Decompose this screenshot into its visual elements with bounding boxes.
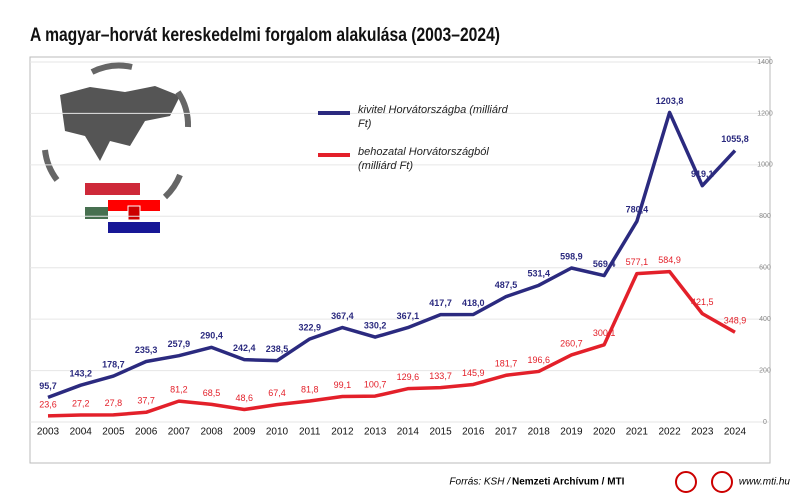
- data-label: 417,7: [429, 298, 452, 308]
- source-bold: Nemzeti Archívum / MTI: [512, 477, 625, 488]
- x-tick-label: 2013: [364, 427, 387, 438]
- data-label: 780,4: [626, 205, 649, 215]
- x-tick-label: 2003: [37, 427, 60, 438]
- data-label: 23,6: [39, 399, 57, 409]
- x-tick-label: 2014: [397, 427, 420, 438]
- data-label: 348,9: [724, 316, 747, 326]
- x-tick-label: 2019: [560, 427, 583, 438]
- y-tick-label: 0: [763, 419, 767, 426]
- x-tick-label: 2007: [168, 427, 191, 438]
- data-label: 178,7: [102, 359, 125, 369]
- x-tick-label: 2012: [331, 427, 354, 438]
- data-label: 238,5: [266, 344, 289, 354]
- source: Forrás: KSH /: [449, 477, 511, 488]
- data-label: 598,9: [560, 251, 583, 261]
- x-tick-label: 2005: [102, 427, 125, 438]
- x-tick-label: 2023: [691, 427, 714, 438]
- frame: [29, 56, 771, 464]
- y-tick-label: 1000: [757, 162, 773, 169]
- data-label: 290,4: [200, 331, 223, 341]
- x-tick-label: 2010: [266, 427, 289, 438]
- data-label: 577,1: [626, 257, 649, 267]
- x-tick-label: 2015: [429, 427, 452, 438]
- data-label: 569,4: [593, 259, 616, 269]
- x-tick-label: 2016: [462, 427, 485, 438]
- logo: [675, 471, 697, 493]
- y-tick-label: 800: [759, 213, 771, 220]
- data-label: 531,4: [527, 269, 550, 279]
- data-label: 81,8: [301, 384, 319, 394]
- x-tick-label: 2020: [593, 427, 616, 438]
- website: www.mti.hu: [739, 477, 791, 488]
- x-tick-label: 2009: [233, 427, 256, 438]
- data-label: 322,9: [298, 322, 321, 332]
- data-label: 133,7: [429, 371, 452, 381]
- data-label: 27,2: [72, 398, 90, 408]
- data-label: 242,4: [233, 343, 256, 353]
- data-label: 257,9: [168, 339, 191, 349]
- chart-title: A magyar–horvát kereskedelmi forgalom al…: [30, 25, 500, 46]
- x-tick-label: 2022: [658, 427, 681, 438]
- data-label: 68,5: [203, 388, 221, 398]
- legend-label: behozatal Horvátországból (milliárd Ft): [358, 146, 489, 172]
- x-tick-label: 2008: [200, 427, 223, 438]
- legend-label: kivitel Horvátországba (milliárd Ft): [358, 104, 508, 130]
- data-label: 235,3: [135, 345, 158, 355]
- logo: [711, 471, 733, 493]
- y-tick-label: 1400: [757, 59, 773, 66]
- data-label: 367,1: [397, 311, 420, 321]
- data-label: 143,2: [69, 369, 92, 379]
- series-line: [47, 110, 737, 400]
- data-label: 919,1: [691, 169, 714, 179]
- data-label: 67,4: [268, 388, 286, 398]
- data-label: 81,2: [170, 384, 188, 394]
- data-label: 129,6: [397, 372, 420, 382]
- y-tick-label: 1200: [757, 110, 773, 117]
- data-label: 330,2: [364, 320, 387, 330]
- x-tick-label: 2018: [528, 427, 551, 438]
- data-label: 418,0: [462, 298, 485, 308]
- x-tick-label: 2017: [495, 427, 518, 438]
- data-label: 260,7: [560, 338, 583, 348]
- x-tick-label: 2004: [70, 427, 93, 438]
- data-label: 100,7: [364, 379, 387, 389]
- x-tick-label: 2011: [299, 427, 321, 438]
- data-label: 37,7: [137, 396, 155, 406]
- data-label: 300,1: [593, 328, 616, 338]
- series-line: [47, 269, 736, 418]
- y-tick-label: 400: [759, 316, 771, 323]
- illustration: [42, 62, 192, 233]
- x-tick-label: 2021: [626, 427, 649, 438]
- data-label: 99,1: [334, 380, 352, 390]
- data-label: 421,5: [691, 297, 714, 307]
- data-label: 145,9: [462, 368, 485, 378]
- y-tick-label: 200: [759, 367, 771, 374]
- data-label: 584,9: [658, 255, 681, 265]
- y-tick-label: 600: [759, 265, 771, 272]
- data-label: 48,6: [236, 393, 254, 403]
- data-label: 95,7: [39, 381, 57, 391]
- data-label: 181,7: [495, 359, 518, 369]
- data-label: 367,4: [331, 311, 354, 321]
- data-label: 27,8: [105, 398, 123, 408]
- data-label: 196,6: [527, 355, 550, 365]
- data-label: 1055,8: [721, 134, 749, 144]
- data-label: 1203,8: [656, 96, 684, 106]
- x-tick-label: 2024: [724, 427, 747, 438]
- x-tick-label: 2006: [135, 427, 158, 438]
- data-label: 487,5: [495, 280, 518, 290]
